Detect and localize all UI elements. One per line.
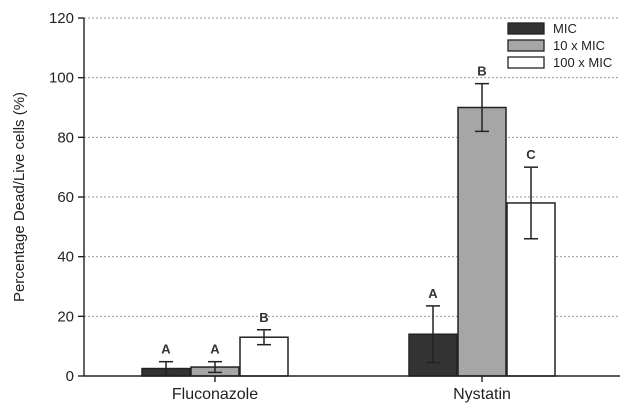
significance-label: C <box>526 147 536 162</box>
y-tick-label: 0 <box>66 368 74 385</box>
y-ticks: 0 20 40 60 80 100 120 <box>49 10 84 385</box>
x-category-label: Nystatin <box>453 386 511 403</box>
grid-lines <box>84 17 620 317</box>
significance-label: A <box>428 286 438 301</box>
significance-label: A <box>161 342 171 357</box>
y-axis-label: Percentage Dead/Live cells (%) <box>11 92 28 302</box>
y-tick-label: 80 <box>57 129 74 146</box>
y-tick-label: 100 <box>49 70 74 87</box>
significance-label: B <box>259 310 268 325</box>
y-tick-label: 120 <box>49 10 74 27</box>
legend-swatch <box>507 56 545 69</box>
bar-10-x-mic-nystatin <box>457 106 507 377</box>
legend-swatch <box>507 39 545 52</box>
legend: MIC 10 x MIC 100 x MIC <box>507 21 612 70</box>
legend-label: 100 x MIC <box>553 55 612 70</box>
y-tick-label: 40 <box>57 249 74 266</box>
y-tick-label: 20 <box>57 308 74 325</box>
x-categories: Fluconazole Nystatin <box>172 376 511 403</box>
legend-label: MIC <box>553 21 577 36</box>
x-category-label: Fluconazole <box>172 386 258 403</box>
legend-swatch <box>507 22 545 35</box>
legend-label: 10 x MIC <box>553 38 605 53</box>
y-tick-label: 60 <box>57 189 74 206</box>
significance-label: A <box>210 342 220 357</box>
bars: A A B A B C <box>141 64 556 377</box>
significance-label: B <box>477 64 486 79</box>
